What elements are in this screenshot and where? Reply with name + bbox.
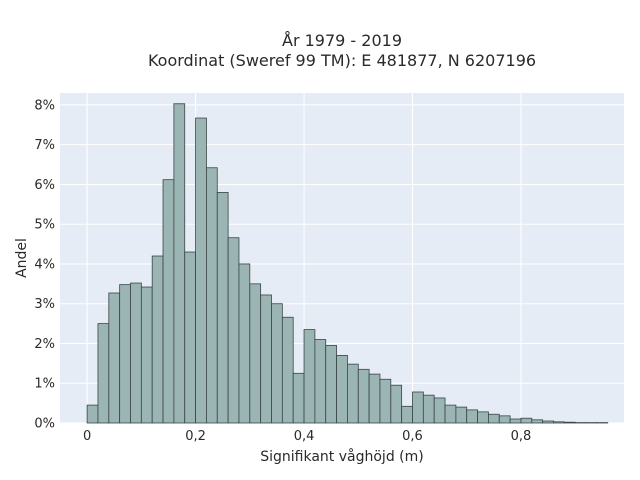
x-tick-label: 0,6 (402, 429, 423, 444)
y-tick-label: 3% (34, 297, 55, 312)
histogram-bar (140, 286, 153, 424)
histogram-bar (151, 255, 164, 424)
histogram-bar (520, 417, 533, 424)
histogram-bar (368, 373, 381, 424)
histogram-bar (86, 404, 99, 424)
histogram-bar (238, 263, 251, 424)
histogram-bar (130, 282, 142, 424)
histogram-bar (281, 316, 294, 424)
histogram-bar (271, 303, 283, 424)
x-tick-label: 0,8 (511, 429, 532, 444)
histogram-bar (509, 418, 522, 424)
histogram-bar (162, 179, 175, 424)
histogram-bar (260, 294, 272, 424)
histogram-bar (357, 368, 370, 424)
histogram-bar (401, 405, 413, 424)
histogram-bar (553, 421, 565, 424)
histogram-bar (563, 421, 576, 424)
y-tick-label: 0% (34, 417, 55, 432)
x-tick-label: 0,2 (185, 429, 206, 444)
histogram-bar (314, 339, 327, 424)
histogram-bar (173, 103, 186, 424)
y-tick-label: 7% (34, 138, 55, 153)
x-tick-label: 0 (83, 429, 91, 444)
histogram-bar (119, 284, 131, 424)
histogram-bar (325, 345, 337, 424)
y-tick-label: 2% (34, 337, 55, 352)
y-axis-label: Andel (14, 238, 30, 278)
chart-title-line1: År 1979 - 2019 (282, 31, 402, 50)
histogram-bar (542, 420, 554, 424)
y-tick-label: 8% (34, 98, 55, 113)
histogram-bar (216, 191, 229, 424)
x-tick-labels: 0 0,2 0,4 0,6 0,8 (83, 429, 531, 444)
chart-title-line2: Koordinat (Sweref 99 TM): E 481877, N 62… (148, 51, 536, 70)
histogram-bar (108, 292, 121, 424)
y-tick-label: 6% (34, 178, 55, 193)
histogram-bar (498, 415, 511, 424)
histogram-bar (455, 406, 468, 424)
histogram-bar (184, 251, 196, 424)
histogram-bar (379, 378, 392, 424)
histogram-bar (347, 363, 359, 424)
histogram-bar (466, 409, 478, 424)
x-tick-label: 0,4 (294, 429, 315, 444)
histogram-bar (97, 323, 110, 424)
histogram-bar (390, 384, 403, 424)
y-tick-labels: 0% 1% 2% 3% 4% 5% 6% 7% 8% (34, 98, 55, 431)
histogram-bars (86, 103, 609, 424)
histogram-bar (412, 391, 424, 424)
y-tick-label: 1% (34, 377, 55, 392)
histogram-bar (336, 355, 348, 424)
x-axis-label: Signifikant våghöjd (m) (260, 448, 423, 465)
histogram-bar (292, 372, 305, 424)
histogram-bar (195, 117, 207, 424)
y-tick-label: 5% (34, 218, 55, 233)
histogram-bar (227, 237, 240, 424)
y-tick-label: 4% (34, 257, 55, 272)
histogram-bar (477, 411, 489, 424)
histogram-bar (531, 419, 544, 424)
histogram-bar (303, 329, 316, 424)
histogram-bar (444, 404, 457, 424)
histogram-bar (433, 397, 446, 424)
histogram-bar (422, 394, 435, 424)
histogram-bar (249, 283, 262, 424)
histogram-bar (206, 167, 218, 424)
histogram-bar (488, 413, 500, 424)
